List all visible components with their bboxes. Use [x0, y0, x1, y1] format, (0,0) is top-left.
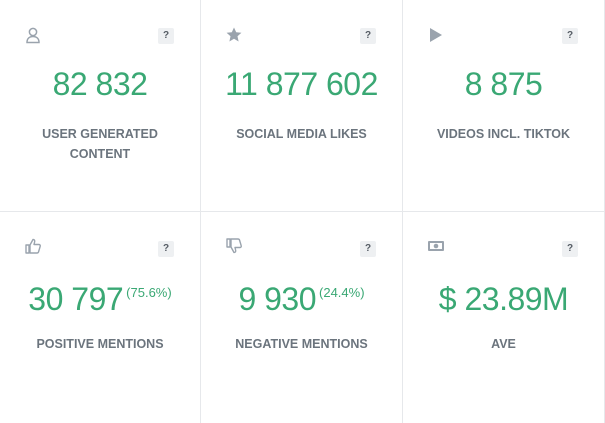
metric-card-negative-mentions: ? 9 930 (24.4%) NEGATIVE MENTIONS	[201, 212, 403, 423]
help-button[interactable]: ?	[562, 241, 578, 257]
metric-card-social-media-likes: ? 11 877 602 SOCIAL MEDIA LIKES	[201, 0, 403, 212]
play-icon	[427, 26, 445, 44]
metric-value: 9 930 (24.4%)	[238, 281, 365, 317]
metric-card-videos: ? 8 875 VIDEOS INCL. TIKTOK	[403, 0, 605, 212]
metric-card-user-generated-content: ? 82 832 USER GENERATED CONTENT	[0, 0, 201, 212]
money-icon	[427, 237, 445, 255]
metric-value: 82 832	[52, 66, 148, 102]
metric-label: NEGATIVE MENTIONS	[235, 337, 368, 351]
metric-label: POSITIVE MENTIONS	[36, 337, 164, 351]
metric-card-ave: ? $ 23.89M AVE	[403, 212, 605, 423]
metric-value: 8 875	[464, 66, 543, 102]
thumbs-down-icon	[225, 237, 243, 255]
thumbs-up-icon	[24, 237, 42, 255]
help-button[interactable]: ?	[158, 241, 174, 257]
help-button[interactable]: ?	[562, 28, 578, 44]
metric-label: USER GENERATED CONTENT	[42, 127, 158, 161]
star-icon	[225, 26, 243, 44]
metric-label: SOCIAL MEDIA LIKES	[236, 127, 367, 141]
metric-label: VIDEOS INCL. TIKTOK	[436, 127, 571, 141]
help-button[interactable]: ?	[360, 28, 376, 44]
help-button[interactable]: ?	[360, 241, 376, 257]
metric-value: 30 797 (75.6%)	[28, 281, 172, 317]
metric-card-positive-mentions: ? 30 797 (75.6%) POSITIVE MENTIONS	[0, 212, 201, 423]
metric-label: AVE	[491, 337, 516, 351]
user-icon	[24, 26, 42, 44]
metric-percentage: (75.6%)	[126, 285, 172, 300]
metric-value: $ 23.89M	[438, 281, 569, 317]
metric-value: 11 877 602	[225, 66, 378, 102]
help-button[interactable]: ?	[158, 28, 174, 44]
metric-percentage: (24.4%)	[319, 285, 365, 300]
